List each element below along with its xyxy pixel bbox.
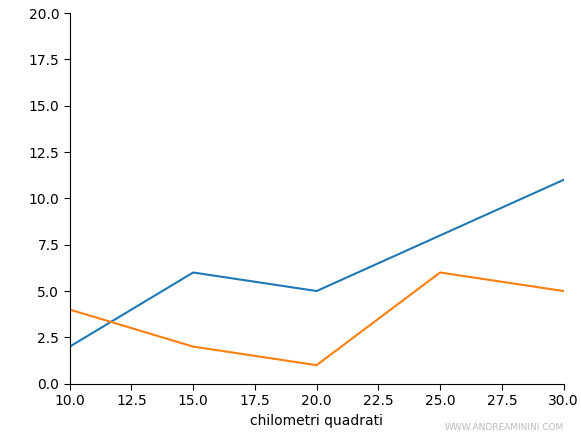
Text: WWW.ANDREAMININI.COM: WWW.ANDREAMININI.COM xyxy=(444,422,564,432)
X-axis label: chilometri quadrati: chilometri quadrati xyxy=(250,414,383,428)
